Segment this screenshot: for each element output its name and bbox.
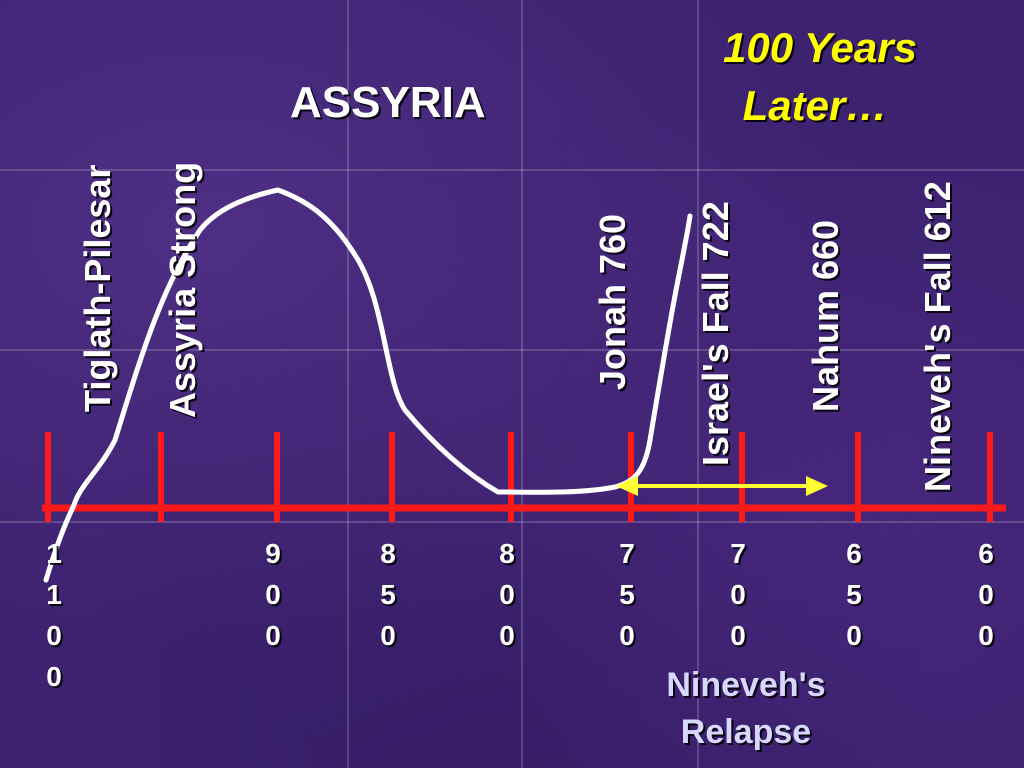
corner-title-line-2: Later… [743, 82, 888, 129]
corner-title-line-1: 100 Years [723, 24, 917, 71]
event-label-tiglath-pilesar: Tiglath-Pilesar [77, 165, 118, 412]
tick-labels: 1 1 0 0 9 0 0 8 5 0 8 0 0 7 5 0 7 0 0 6 5 0 6 0 0 [46, 538, 994, 692]
event-label-nahum: Nahum 660 [805, 220, 846, 412]
relapse-label-line-2: Relapse [681, 713, 811, 751]
page-title: ASSYRIA [290, 78, 486, 127]
relapse-label-line-1: Nineveh's [666, 666, 825, 704]
relapse-arrow [616, 476, 828, 496]
event-label-assyria-strong: Assyria Strong [162, 162, 203, 418]
event-label-ninevehs-fall: Nineveh's Fall 612 [917, 181, 958, 492]
event-label-israels-fall: Israel's Fall 722 [695, 201, 736, 466]
event-label-jonah: Jonah 760 [592, 214, 633, 390]
timeline-ticks [45, 432, 993, 522]
assyria-power-curve [43, 187, 693, 583]
